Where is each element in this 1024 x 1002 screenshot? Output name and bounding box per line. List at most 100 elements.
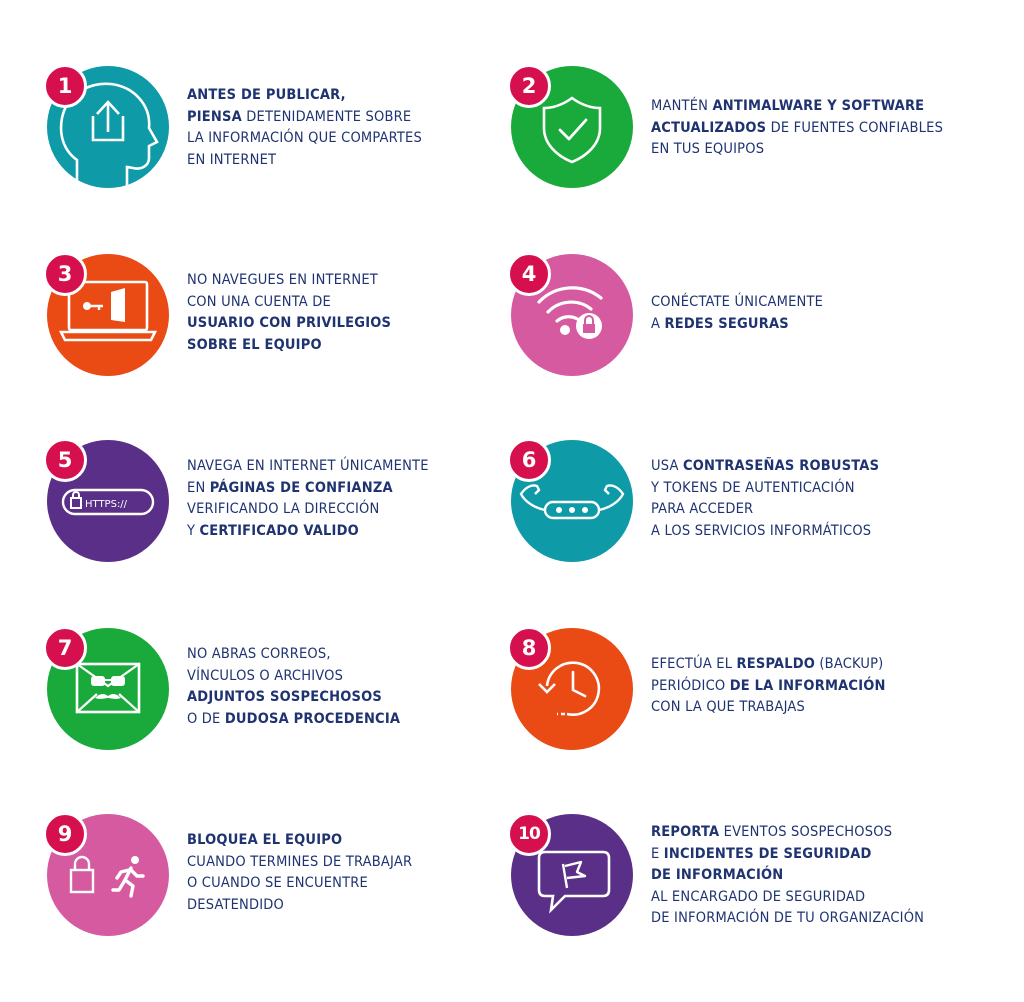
https-lock-icon: HTTPS:// [61, 488, 155, 516]
text-segment: PERIÓDICO [651, 677, 730, 694]
tip-text-line: NAVEGA EN INTERNET ÚNICAMENTE [187, 456, 517, 478]
text-segment: VERIFICANDO LA DIRECCIÓN [187, 501, 380, 517]
tip-text-line: SOBRE EL EQUIPO [187, 335, 517, 357]
text-segment: CON LA QUE TRABAJAS [651, 699, 805, 715]
tip-text-line: DESATENDIDO [187, 895, 517, 917]
text-segment: O DE [187, 710, 225, 727]
tip-text-line: CON LA QUE TRABAJAS [651, 697, 981, 719]
tip-text-line: EFECTÚA EL RESPALDO (BACKUP) [651, 654, 981, 676]
bold-segment: PIENSA [187, 108, 242, 125]
tip-text-line: LA INFORMACIÓN QUE COMPARTES [187, 128, 517, 150]
text-segment: Y TOKENS DE AUTENTICACIÓN [651, 479, 855, 496]
text-segment: NO ABRAS CORREOS, [187, 646, 331, 662]
tip-4: 4 CONÉCTATE ÚNICAMENTE A REDES SEGURAS [507, 252, 991, 384]
report-flag-icon [537, 850, 611, 914]
text-segment: EN [187, 479, 210, 496]
text-segment: NAVEGA EN INTERNET ÚNICAMENTE [187, 458, 429, 474]
tip-8: 8 EFECTÚA EL RESPALDO (BACKUP) PERIÓDICO … [507, 626, 991, 758]
bold-segment: ACTUALIZADOS [651, 119, 767, 136]
bold-segment: REPORTA [651, 824, 720, 840]
tip-text: MANTÉN ANTIMALWARE Y SOFTWARE ACTUALIZADO… [651, 96, 981, 161]
bold-segment: ANTES DE PUBLICAR, [187, 87, 346, 103]
text-segment: DE INFORMACIÓN DE TU ORGANIZACIÓN [651, 910, 925, 926]
step-number-badge: 4 [507, 252, 551, 296]
tip-text: NO ABRAS CORREOS, VÍNCULOS O ARCHIVOS ADJU… [187, 644, 517, 730]
text-segment: A LOS SERVICIOS INFORMÁTICOS [651, 522, 872, 539]
bold-segment: INCIDENTES DE SEGURIDAD [663, 845, 872, 862]
text-segment: E [651, 845, 664, 862]
tip-text-line: Y CERTIFICADO VALIDO [187, 521, 517, 543]
tip-2-circle [511, 66, 633, 188]
text-segment: EN INTERNET [187, 151, 277, 168]
text-segment: EVENTOS SOSPECHOSOS [719, 824, 893, 840]
tip-10-circle [511, 814, 633, 936]
bold-segment: REDES SEGURAS [664, 315, 789, 332]
text-segment: USA [651, 458, 683, 474]
tip-text-line: A REDES SEGURAS [651, 314, 981, 336]
step-number-badge: 6 [507, 438, 551, 482]
step-number-badge: 8 [507, 626, 551, 670]
wifi-lock-icon [537, 286, 603, 339]
tip-text: USA CONTRASEÑAS ROBUSTAS Y TOKENS DE AUTE… [651, 456, 981, 542]
step-number-badge: 2 [507, 64, 551, 108]
bold-segment: PÁGINAS DE CONFIANZA [209, 479, 393, 496]
text-segment: DETENIDAMENTE SOBRE [241, 108, 412, 125]
text-segment: DESATENDIDO [187, 896, 285, 913]
text-segment: (BACKUP) [815, 656, 884, 672]
tip-text-line: VÍNCULOS O ARCHIVOS [187, 666, 517, 688]
text-segment: AL ENCARGADO DE SEGURIDAD [651, 888, 866, 905]
tip-text-line: REPORTA EVENTOS SOSPECHOSOS [651, 822, 981, 844]
laptop-key-door-icon [58, 280, 158, 342]
text-segment: EFECTÚA EL [651, 656, 737, 672]
tip-text: NAVEGA EN INTERNET ÚNICAMENTE EN PÁGINAS … [187, 456, 517, 542]
tip-text-line: DE INFORMACIÓN [651, 865, 981, 887]
text-segment: EN TUS EQUIPOS [651, 141, 765, 157]
tip-text: NO NAVEGUES EN INTERNET CON UNA CUENTA DE… [187, 270, 517, 356]
bold-segment: USUARIO CON PRIVILEGIOS [187, 315, 392, 331]
text-segment: DE FUENTES CONFIABLES [766, 119, 944, 136]
step-number-badge: 7 [43, 626, 87, 670]
tip-text-line: VERIFICANDO LA DIRECCIÓN [187, 499, 517, 521]
tip-text: ANTES DE PUBLICAR, PIENSA DETENIDAMENTE S… [187, 85, 517, 171]
tip-text-line: NO ABRAS CORREOS, [187, 644, 517, 666]
text-segment: MANTÉN [651, 98, 713, 114]
tip-text-line: E INCIDENTES DE SEGURIDAD [651, 844, 981, 866]
tip-text-line: ADJUNTOS SOSPECHOSOS [187, 687, 517, 709]
bold-segment: CERTIFICADO VALIDO [199, 522, 359, 539]
bold-segment: BLOQUEA EL EQUIPO [187, 832, 343, 848]
text-segment: VÍNCULOS O ARCHIVOS [187, 667, 344, 684]
text-segment: PARA ACCEDER [651, 501, 754, 517]
tip-text: CONÉCTATE ÚNICAMENTE A REDES SEGURAS [651, 292, 981, 335]
text-segment: Y [187, 522, 200, 539]
lock-runner-icon [69, 855, 145, 898]
tip-text-line: CONÉCTATE ÚNICAMENTE [651, 292, 981, 314]
tip-text-line: O CUANDO SE ENCUENTRE [187, 873, 517, 895]
bold-segment: DE INFORMACIÓN [651, 867, 784, 883]
tip-text-line: ACTUALIZADOS DE FUENTES CONFIABLES [651, 118, 981, 140]
tip-text-line: EN TUS EQUIPOS [651, 139, 981, 161]
disguised-email-icon [75, 662, 141, 714]
tip-text-line: EN INTERNET [187, 150, 517, 172]
step-number-badge: 10 [507, 812, 551, 856]
tip-text: REPORTA EVENTOS SOSPECHOSOS E INCIDENTES … [651, 822, 981, 930]
shield-check-icon [542, 96, 602, 164]
tip-text-line: PERIÓDICO DE LA INFORMACIÓN [651, 676, 981, 698]
bold-segment: SOBRE EL EQUIPO [187, 336, 322, 353]
text-segment: CONÉCTATE ÚNICAMENTE [651, 294, 824, 310]
tip-text: EFECTÚA EL RESPALDO (BACKUP) PERIÓDICO DE… [651, 654, 981, 719]
tip-text: BLOQUEA EL EQUIPO CUANDO TERMINES DE TRAB… [187, 830, 517, 916]
text-segment: CON UNA CUENTA DE [187, 293, 331, 310]
text-segment: CUANDO TERMINES DE TRABAJAR [187, 853, 413, 870]
text-segment: O CUANDO SE ENCUENTRE [187, 875, 368, 891]
text-segment: LA INFORMACIÓN QUE COMPARTES [187, 130, 422, 146]
tip-5: HTTPS:// 5 NAVEGA EN INTERNET ÚNICAMENTE… [43, 438, 527, 570]
tip-6: 6 USA CONTRASEÑAS ROBUSTAS Y TOKENS DE AU… [507, 438, 991, 570]
tip-9: 9 BLOQUEA EL EQUIPO CUANDO TERMINES DE TR… [43, 812, 527, 944]
tip-1: 1 ANTES DE PUBLICAR, PIENSA DETENIDAMENTE… [43, 64, 527, 196]
tip-7: 7 NO ABRAS CORREOS, VÍNCULOS O ARCHIVOS AD… [43, 626, 527, 758]
tip-text-line: AL ENCARGADO DE SEGURIDAD [651, 887, 981, 909]
password-strength-icon [519, 484, 625, 520]
tip-text-line: DE INFORMACIÓN DE TU ORGANIZACIÓN [651, 908, 981, 930]
tip-text-line: CUANDO TERMINES DE TRABAJAR [187, 852, 517, 874]
tip-text-line: NO NAVEGUES EN INTERNET [187, 270, 517, 292]
